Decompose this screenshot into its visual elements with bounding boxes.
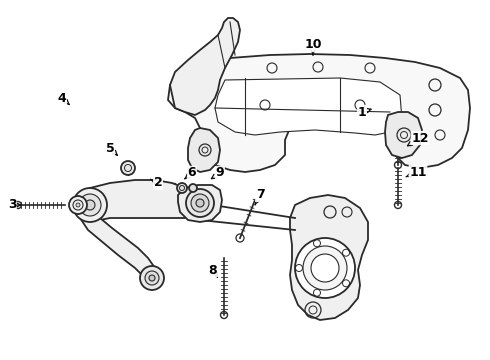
Text: 1: 1 <box>358 105 371 118</box>
Polygon shape <box>215 78 402 135</box>
Text: 11: 11 <box>406 166 427 179</box>
Text: 5: 5 <box>106 141 117 155</box>
Circle shape <box>140 266 164 290</box>
Text: 2: 2 <box>150 176 162 189</box>
Circle shape <box>79 194 101 216</box>
Text: 3: 3 <box>8 198 21 211</box>
Circle shape <box>191 194 209 212</box>
Circle shape <box>76 203 80 207</box>
Text: 9: 9 <box>212 166 224 180</box>
Circle shape <box>189 184 197 192</box>
Polygon shape <box>188 128 220 172</box>
Circle shape <box>196 199 204 207</box>
Circle shape <box>85 200 95 210</box>
Polygon shape <box>170 18 240 115</box>
Circle shape <box>145 271 159 285</box>
Circle shape <box>69 196 87 214</box>
Polygon shape <box>90 180 200 222</box>
Text: 6: 6 <box>185 166 196 180</box>
Polygon shape <box>385 112 422 158</box>
Circle shape <box>295 238 355 298</box>
Polygon shape <box>78 188 158 288</box>
Text: 4: 4 <box>58 91 69 104</box>
Circle shape <box>73 188 107 222</box>
Circle shape <box>303 246 347 290</box>
Circle shape <box>121 161 135 175</box>
Text: 7: 7 <box>255 189 265 204</box>
Text: 10: 10 <box>304 39 322 55</box>
Text: 12: 12 <box>408 131 429 146</box>
Circle shape <box>186 189 214 217</box>
Circle shape <box>311 254 339 282</box>
Polygon shape <box>168 54 470 172</box>
Polygon shape <box>178 185 222 222</box>
Text: 8: 8 <box>209 264 218 277</box>
Circle shape <box>177 183 187 193</box>
Polygon shape <box>290 195 368 320</box>
Circle shape <box>149 275 155 281</box>
